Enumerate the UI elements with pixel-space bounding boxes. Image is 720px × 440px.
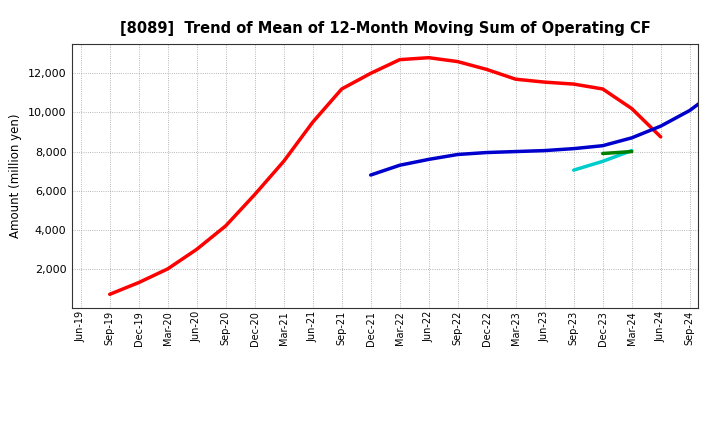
Y-axis label: Amount (million yen): Amount (million yen) xyxy=(9,114,22,238)
Title: [8089]  Trend of Mean of 12-Month Moving Sum of Operating CF: [8089] Trend of Mean of 12-Month Moving … xyxy=(120,21,651,36)
Legend: 3 Years, 5 Years, 7 Years, 10 Years: 3 Years, 5 Years, 7 Years, 10 Years xyxy=(195,437,575,440)
